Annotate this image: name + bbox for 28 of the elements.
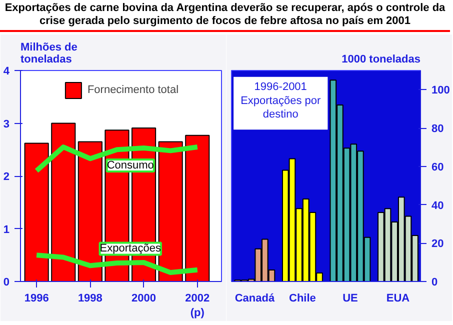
y-tick-label: 40 (432, 200, 444, 212)
y-tick-label: 20 (432, 238, 444, 250)
bar (78, 141, 102, 282)
bar (51, 122, 76, 282)
legend-label: Fornecimento total (87, 84, 179, 96)
y-tick-label: 2 (3, 171, 10, 183)
y-tick-label: 3 (3, 118, 10, 130)
bar (24, 142, 49, 282)
x-tick-label: EUA (386, 292, 410, 304)
y-axis-title: Milhões de toneladas (20, 42, 78, 66)
chart-title: Exportações de carne bovina da Argentina deverão se recuperar, após o controle da crise gerada pelo surgimento de focos de febre aftosa no país em 2001 (0, 2, 450, 32)
annotation: 1996-2001 Exportações por destino (240, 81, 322, 121)
y-tick-label: 100 (432, 84, 450, 97)
y-axis-title: 1000 toneladas (342, 54, 420, 66)
x-tick-label: 2002 (p) (185, 292, 210, 319)
x-tick-label: 2000 (132, 292, 156, 304)
y-tick-label: 0 (3, 276, 10, 288)
x-tick-label: Chile (289, 292, 316, 304)
y-tick-label: 80 (432, 123, 444, 136)
y-tick-label: 60 (432, 161, 444, 174)
x-tick-label: UE (342, 292, 358, 304)
x-tick-label: 1996 (24, 292, 49, 304)
bar (185, 134, 210, 282)
y-tick-label: 4 (3, 66, 10, 78)
x-tick-label: Canadá (234, 292, 276, 304)
y-tick-label: 0 (432, 276, 438, 288)
x-tick-label: 1998 (78, 292, 102, 304)
y-tick-label: 1 (3, 224, 10, 236)
